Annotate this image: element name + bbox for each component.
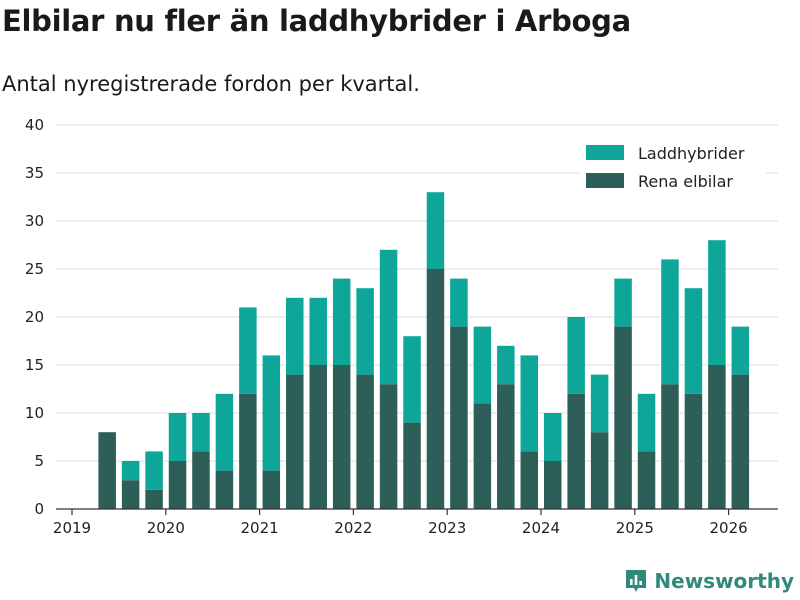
bar-rena-elbilar-2023-Q2 xyxy=(473,403,492,509)
bar-rena-elbilar-2023-Q3 xyxy=(497,384,515,509)
bar-laddhybrider-2021-Q2 xyxy=(286,297,304,375)
bar-laddhybrider-2023-Q1 xyxy=(450,278,468,327)
bar-rena-elbilar-2022-Q2 xyxy=(379,384,398,509)
bar-laddhybrider-2022-Q2 xyxy=(379,249,398,385)
bar-rena-elbilar-2022-Q3 xyxy=(403,422,421,509)
x-tick-label-2020: 2020 xyxy=(147,519,185,537)
bar-rena-elbilar-2021-Q2 xyxy=(286,374,304,509)
bar-rena-elbilar-2024-Q4 xyxy=(614,326,632,509)
y-tick-label-0: 0 xyxy=(34,500,44,518)
bar-laddhybrider-2021-Q1 xyxy=(262,355,281,471)
y-tick-label-40: 40 xyxy=(25,116,44,134)
bar-laddhybrider-2026-Q1 xyxy=(731,326,750,375)
bar-rena-elbilar-2024-Q3 xyxy=(590,432,609,509)
bar-laddhybrider-2023-Q4 xyxy=(520,355,539,452)
bar-rena-elbilar-2025-Q3 xyxy=(684,393,703,509)
bar-rena-elbilar-2020-Q3 xyxy=(215,470,234,509)
bar-rena-elbilar-2019-Q2 xyxy=(98,432,116,509)
chart-subtitle: Antal nyregistrerade fordon per kvartal. xyxy=(2,72,420,96)
x-tick-label-2026: 2026 xyxy=(710,519,748,537)
logo-text: Newsworthy xyxy=(654,569,794,593)
bar-laddhybrider-2019-Q4 xyxy=(145,451,163,490)
bar-laddhybrider-2022-Q4 xyxy=(426,192,445,269)
y-tick-label-15: 15 xyxy=(25,356,44,374)
bar-rena-elbilar-2025-Q4 xyxy=(708,365,726,509)
legend-swatch-laddhybrider xyxy=(586,145,624,160)
y-tick-label-35: 35 xyxy=(25,164,44,182)
chart-title: Elbilar nu fler än laddhybrider i Arboga xyxy=(2,4,631,38)
bar-laddhybrider-2025-Q3 xyxy=(684,288,703,394)
x-tick-label-2022: 2022 xyxy=(334,519,372,537)
y-tick-label-5: 5 xyxy=(34,452,44,470)
bar-rena-elbilar-2021-Q4 xyxy=(332,365,351,509)
bar-rena-elbilar-2022-Q4 xyxy=(426,269,445,509)
x-tick-label-2021: 2021 xyxy=(241,519,279,537)
bar-laddhybrider-2020-Q3 xyxy=(215,393,234,471)
bar-laddhybrider-2025-Q2 xyxy=(661,259,679,385)
bar-rena-elbilar-2019-Q4 xyxy=(145,489,163,509)
x-tick-label-2025: 2025 xyxy=(616,519,654,537)
newsworthy-logo: Newsworthy xyxy=(624,568,794,594)
bar-rena-elbilar-2020-Q4 xyxy=(239,393,257,509)
bar-laddhybrider-2022-Q3 xyxy=(403,336,421,423)
bar-laddhybrider-2021-Q4 xyxy=(332,278,351,365)
bar-laddhybrider-2024-Q4 xyxy=(614,278,632,327)
bar-laddhybrider-2019-Q3 xyxy=(121,461,140,481)
bar-laddhybrider-2020-Q2 xyxy=(192,413,210,452)
bar-laddhybrider-2022-Q1 xyxy=(356,288,374,375)
y-tick-label-20: 20 xyxy=(25,308,44,326)
bar-rena-elbilar-2020-Q2 xyxy=(192,451,210,509)
bar-laddhybrider-2025-Q1 xyxy=(637,393,656,452)
bar-rena-elbilar-2026-Q1 xyxy=(731,374,750,509)
bar-rena-elbilar-2023-Q4 xyxy=(520,451,539,509)
legend-label-rena-elbilar: Rena elbilar xyxy=(638,172,733,191)
bar-rena-elbilar-2019-Q3 xyxy=(121,480,140,509)
bar-rena-elbilar-2021-Q3 xyxy=(309,365,327,509)
bar-laddhybrider-2024-Q2 xyxy=(567,317,585,394)
y-tick-label-30: 30 xyxy=(25,212,44,230)
bar-rena-elbilar-2025-Q1 xyxy=(637,451,656,509)
bar-laddhybrider-2024-Q1 xyxy=(543,413,562,461)
bar-rena-elbilar-2020-Q1 xyxy=(168,461,187,509)
bar-laddhybrider-2023-Q3 xyxy=(497,345,515,385)
bar-laddhybrider-2020-Q1 xyxy=(168,413,187,461)
bar-laddhybrider-2024-Q3 xyxy=(590,374,609,433)
bar-rena-elbilar-2024-Q1 xyxy=(543,461,562,509)
x-tick-label-2019: 2019 xyxy=(53,519,91,537)
legend-label-laddhybrider: Laddhybrider xyxy=(638,144,745,163)
bar-rena-elbilar-2021-Q1 xyxy=(262,470,281,509)
bar-laddhybrider-2023-Q2 xyxy=(473,326,492,404)
y-tick-label-25: 25 xyxy=(25,260,44,278)
y-tick-label-10: 10 xyxy=(25,404,44,422)
bar-rena-elbilar-2022-Q1 xyxy=(356,374,374,509)
x-tick-label-2024: 2024 xyxy=(522,519,560,537)
bar-laddhybrider-2021-Q3 xyxy=(309,297,327,365)
bar-rena-elbilar-2025-Q2 xyxy=(661,384,679,509)
legend-swatch-rena-elbilar xyxy=(586,173,624,188)
bar-rena-elbilar-2023-Q1 xyxy=(450,326,468,509)
bar-laddhybrider-2025-Q4 xyxy=(708,240,726,365)
bar-laddhybrider-2020-Q4 xyxy=(239,307,257,394)
bar-rena-elbilar-2024-Q2 xyxy=(567,393,585,509)
x-tick-label-2023: 2023 xyxy=(428,519,466,537)
newsworthy-bar-chart-icon xyxy=(626,570,647,592)
